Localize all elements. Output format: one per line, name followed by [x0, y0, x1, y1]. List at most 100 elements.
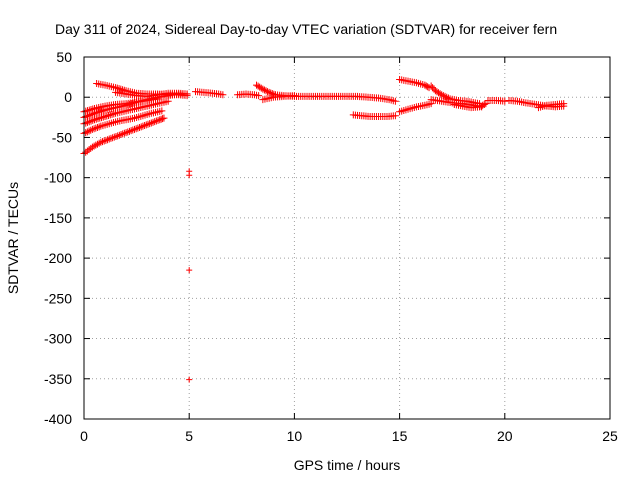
data-point [186, 172, 193, 179]
data-point [480, 100, 488, 108]
data-point [441, 92, 449, 100]
data-point [476, 103, 484, 111]
data-point [99, 138, 107, 146]
data-point [262, 87, 270, 95]
data-point [142, 121, 150, 129]
data-point [105, 135, 113, 143]
y-tick-label: -250 [44, 290, 72, 306]
data-point [97, 138, 105, 146]
y-axis-label: SDTVAR / TECUs [5, 182, 21, 294]
data-point [154, 116, 162, 124]
data-point [183, 90, 191, 98]
data-point [158, 107, 166, 115]
x-axis-label: GPS time / hours [294, 457, 401, 473]
data-point [108, 110, 116, 118]
data-point [134, 124, 142, 132]
data-point [96, 108, 104, 116]
data-point [94, 115, 102, 123]
x-tick-label: 15 [392, 428, 408, 444]
data-point [98, 114, 106, 122]
data-point [110, 133, 118, 141]
data-point [477, 102, 485, 110]
data-point [85, 118, 93, 126]
data-point [115, 131, 123, 139]
data-point [82, 129, 90, 137]
y-tick-label: -150 [44, 210, 72, 226]
data-point [290, 92, 298, 100]
data-point [93, 123, 101, 131]
data-point [87, 126, 95, 134]
data-point [91, 116, 99, 124]
data-point [260, 86, 268, 94]
data-point [119, 130, 127, 138]
data-point [112, 132, 120, 140]
data-point [120, 129, 128, 137]
data-point [443, 93, 451, 101]
data-point [84, 107, 92, 115]
data-point [115, 85, 123, 93]
data-point [82, 119, 90, 127]
x-tick-label: 10 [287, 428, 303, 444]
data-point [101, 113, 109, 121]
data-point [151, 118, 159, 126]
data-point [560, 100, 568, 108]
data-point [85, 106, 93, 114]
data-point [136, 123, 144, 131]
data-point [88, 125, 96, 133]
data-point [90, 125, 98, 133]
data-point [100, 137, 108, 145]
data-point [186, 267, 193, 274]
data-point [144, 120, 152, 128]
y-tick-label: 0 [64, 89, 72, 105]
y-tick-label: -200 [44, 250, 72, 266]
data-point [87, 117, 95, 125]
data-point [501, 97, 509, 105]
data-point [87, 106, 95, 114]
data-point [122, 129, 130, 137]
y-tick-label: -100 [44, 170, 72, 186]
y-tick-label: -350 [44, 371, 72, 387]
data-point [102, 136, 110, 144]
x-tick-label: 20 [497, 428, 513, 444]
data-point [105, 111, 113, 119]
data-point [219, 91, 227, 99]
data-point [95, 139, 103, 147]
y-tick-label: 50 [56, 49, 72, 65]
data-point [103, 112, 111, 120]
x-tick-label: 0 [80, 428, 88, 444]
data-point [124, 128, 132, 136]
data-point [83, 128, 91, 136]
data-point [264, 88, 272, 96]
data-point [159, 115, 167, 123]
data-point [85, 127, 93, 135]
data-point [424, 83, 432, 91]
data-point [107, 134, 115, 142]
data-point [94, 108, 102, 116]
data-point [95, 123, 103, 131]
x-tick-label: 5 [185, 428, 193, 444]
data-point [84, 118, 92, 126]
data-point [137, 123, 145, 131]
data-point [99, 113, 107, 121]
data-point [268, 90, 276, 98]
data-point [391, 112, 399, 120]
data-point [92, 124, 100, 132]
plot-frame [83, 56, 611, 420]
data-point [259, 85, 267, 93]
y-tick-label: -400 [44, 411, 72, 427]
data-point [438, 91, 446, 99]
data-point [160, 114, 168, 122]
data-point [104, 136, 112, 144]
chart-title: Day 311 of 2024, Sidereal Day-to-day VTE… [55, 21, 557, 37]
data-point [257, 84, 265, 92]
data-point [147, 119, 155, 127]
data-point [132, 125, 140, 133]
data-point [139, 122, 147, 130]
data-point [89, 116, 97, 124]
y-tick-label: -50 [52, 129, 72, 145]
data-point [129, 126, 137, 134]
data-point [436, 90, 444, 98]
data-point [127, 127, 135, 135]
data-point [96, 114, 104, 122]
